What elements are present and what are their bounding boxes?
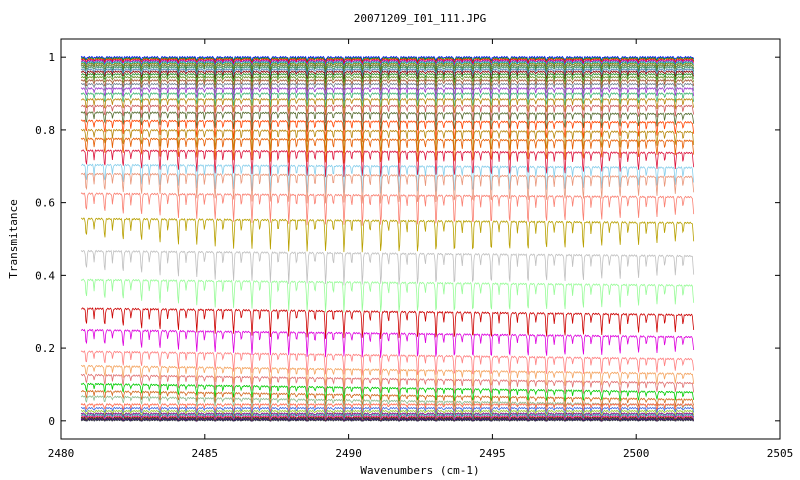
spectrum-series-line bbox=[80, 163, 695, 194]
spectrum-series-line bbox=[80, 172, 695, 204]
spectrum-series-line bbox=[81, 72, 695, 84]
x-tick-label: 2505 bbox=[767, 447, 794, 460]
spectrum-series-line bbox=[80, 412, 695, 421]
chart-title: 20071209_I01_111.JPG bbox=[354, 12, 486, 25]
x-axis-label: Wavenumbers (cm-1) bbox=[360, 464, 479, 477]
y-tick-label: 0.4 bbox=[35, 269, 55, 282]
spectrum-series-line bbox=[80, 97, 695, 116]
spectrum-series-line bbox=[80, 128, 695, 154]
spectrum-series-line bbox=[80, 389, 695, 408]
spectrum-series-line bbox=[80, 418, 694, 422]
spectrum-series-line bbox=[80, 119, 695, 142]
spectrum-series-line bbox=[81, 65, 695, 75]
spectrum-series-line bbox=[80, 192, 695, 226]
y-tick-label: 0 bbox=[48, 415, 55, 428]
spectrum-series-line bbox=[80, 414, 694, 423]
x-tick-label: 2495 bbox=[479, 447, 506, 460]
spectrum-series-line bbox=[80, 402, 695, 414]
y-tick-label: 0.2 bbox=[35, 342, 55, 355]
y-axis: 0 0.2 0.4 0.6 0.8 1 bbox=[35, 51, 780, 428]
spectrum-series-line bbox=[80, 328, 695, 358]
spectrum-series-line bbox=[80, 350, 695, 376]
spectrum-series-line bbox=[80, 62, 695, 71]
y-tick-label: 0.6 bbox=[35, 197, 55, 210]
series-layer bbox=[80, 55, 695, 423]
spectrum-series-line bbox=[80, 75, 695, 88]
spectrum-series-line bbox=[81, 364, 695, 388]
spectrum-series-line bbox=[80, 149, 695, 178]
x-axis: 2480 2485 2490 2495 2500 2505 bbox=[48, 39, 794, 460]
spectrum-series-line bbox=[80, 57, 695, 66]
spectrum-series-line bbox=[80, 82, 695, 96]
y-tick-label: 0.8 bbox=[35, 124, 55, 137]
y-axis-label: Transmitance bbox=[7, 199, 20, 278]
spectrum-series-line bbox=[80, 59, 694, 68]
spectrum-series-line bbox=[81, 307, 695, 339]
x-tick-label: 2500 bbox=[623, 447, 650, 460]
spectrum-series-line bbox=[80, 409, 695, 419]
spectrum-series-line bbox=[80, 373, 695, 395]
x-tick-label: 2485 bbox=[192, 447, 219, 460]
spectrum-series-line bbox=[80, 406, 695, 417]
y-tick-label: 1 bbox=[48, 51, 55, 64]
x-tick-label: 2490 bbox=[335, 447, 362, 460]
spectrum-series-line bbox=[80, 70, 695, 81]
spectrum-series-line bbox=[80, 278, 695, 313]
spectrum-series-line bbox=[80, 111, 695, 132]
spectrum-series-line bbox=[80, 413, 694, 423]
spectrum-series-line bbox=[80, 137, 695, 164]
spectrum-series-line bbox=[80, 92, 695, 108]
spectrum-series-line bbox=[80, 64, 695, 74]
spectrum-series-line bbox=[80, 68, 695, 79]
spectrum-series-line bbox=[80, 249, 695, 286]
spectrum-series-line bbox=[80, 104, 695, 124]
spectrum-series-line bbox=[80, 86, 695, 102]
x-tick-label: 2480 bbox=[48, 447, 75, 460]
spectrum-series-line bbox=[80, 78, 695, 92]
spectrum-series-line bbox=[81, 60, 694, 70]
spectrum-series-line bbox=[81, 217, 695, 253]
spectrum-series-line bbox=[80, 382, 695, 403]
